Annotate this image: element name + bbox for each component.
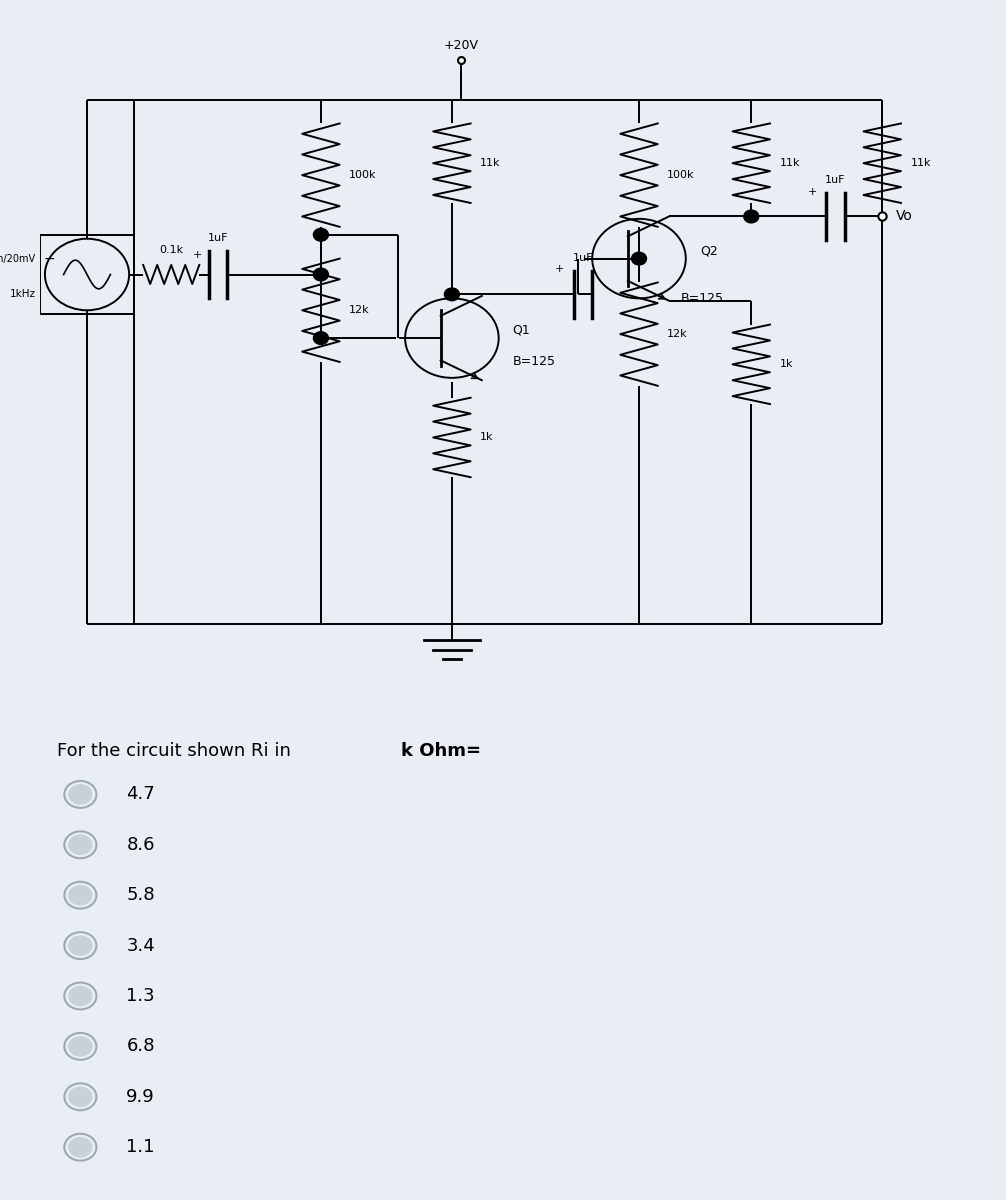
Circle shape [314, 331, 328, 344]
Text: 8.6: 8.6 [126, 835, 155, 854]
Text: +: + [193, 250, 202, 259]
Text: -20m/20mV: -20m/20mV [0, 253, 35, 264]
Circle shape [743, 210, 759, 223]
Text: 11k: 11k [480, 158, 500, 168]
Circle shape [68, 785, 92, 804]
Text: 1uF: 1uF [208, 233, 228, 242]
Text: 11k: 11k [910, 158, 931, 168]
Circle shape [632, 252, 647, 265]
Text: 1uF: 1uF [572, 252, 594, 263]
Circle shape [68, 886, 92, 905]
Bar [40, 235, 134, 314]
Text: 6.8: 6.8 [126, 1037, 155, 1056]
Text: 1k: 1k [480, 432, 494, 443]
Circle shape [68, 1138, 92, 1157]
Text: 1.1: 1.1 [126, 1138, 155, 1157]
Text: k Ohm=: k Ohm= [401, 742, 482, 760]
Text: +: + [808, 186, 817, 197]
Text: Vo: Vo [896, 210, 913, 223]
Text: 1uF: 1uF [825, 175, 846, 185]
Text: 100k: 100k [349, 170, 376, 180]
Text: For the circuit shown Ri in: For the circuit shown Ri in [57, 742, 297, 760]
Circle shape [68, 1087, 92, 1106]
Text: Q1: Q1 [513, 324, 530, 337]
Circle shape [68, 835, 92, 854]
Text: 3.4: 3.4 [126, 936, 155, 955]
Circle shape [314, 228, 328, 241]
Text: 12k: 12k [667, 329, 688, 340]
Circle shape [68, 1037, 92, 1056]
Text: B=125: B=125 [513, 355, 555, 368]
Text: Q2: Q2 [700, 244, 717, 257]
Text: +20V: +20V [444, 38, 479, 52]
Circle shape [68, 936, 92, 955]
Text: 5.8: 5.8 [126, 886, 155, 905]
Text: 0.1k: 0.1k [159, 245, 183, 254]
Text: 4.7: 4.7 [126, 785, 155, 804]
Text: 100k: 100k [667, 170, 694, 180]
Text: 1kHz: 1kHz [10, 289, 35, 299]
Circle shape [68, 986, 92, 1006]
Text: 12k: 12k [349, 305, 369, 316]
Circle shape [445, 288, 460, 301]
Text: 1k: 1k [780, 359, 793, 370]
Text: +: + [554, 264, 564, 275]
Text: B=125: B=125 [681, 292, 724, 305]
Circle shape [314, 268, 328, 281]
Text: −: − [44, 252, 55, 265]
Text: 1.3: 1.3 [126, 986, 155, 1004]
Text: 11k: 11k [780, 158, 800, 168]
Text: 9.9: 9.9 [126, 1087, 155, 1106]
